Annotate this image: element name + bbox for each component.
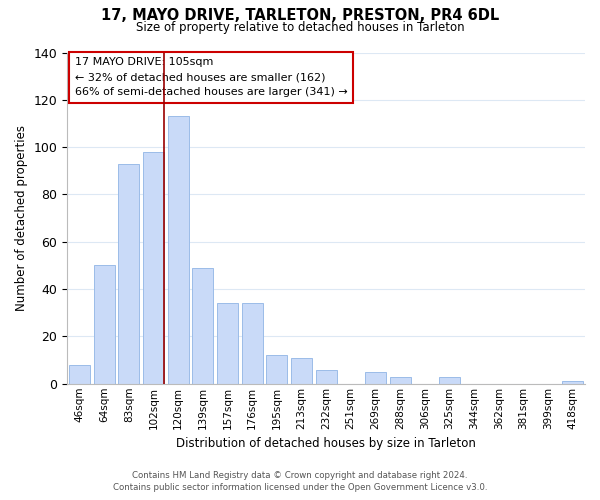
Bar (69, 365, 90, 384)
Bar (94, 266, 115, 384)
Bar (439, 376, 460, 384)
Bar (365, 372, 386, 384)
Text: 17, MAYO DRIVE, TARLETON, PRESTON, PR4 6DL: 17, MAYO DRIVE, TARLETON, PRESTON, PR4 6… (101, 8, 499, 22)
Bar (562, 382, 583, 384)
Bar (316, 370, 337, 384)
Bar (266, 356, 287, 384)
Bar (143, 152, 164, 384)
Text: Size of property relative to detached houses in Tarleton: Size of property relative to detached ho… (136, 21, 464, 34)
Bar (118, 164, 139, 384)
Bar (242, 304, 263, 384)
Y-axis label: Number of detached properties: Number of detached properties (15, 125, 28, 311)
Text: Contains HM Land Registry data © Crown copyright and database right 2024.
Contai: Contains HM Land Registry data © Crown c… (113, 471, 487, 492)
Bar (217, 304, 238, 384)
Bar (192, 268, 213, 384)
Bar (291, 358, 312, 384)
X-axis label: Distribution of detached houses by size in Tarleton: Distribution of detached houses by size … (176, 437, 476, 450)
Bar (167, 116, 188, 384)
Text: 17 MAYO DRIVE: 105sqm
← 32% of detached houses are smaller (162)
66% of semi-det: 17 MAYO DRIVE: 105sqm ← 32% of detached … (75, 58, 347, 97)
Bar (389, 376, 410, 384)
